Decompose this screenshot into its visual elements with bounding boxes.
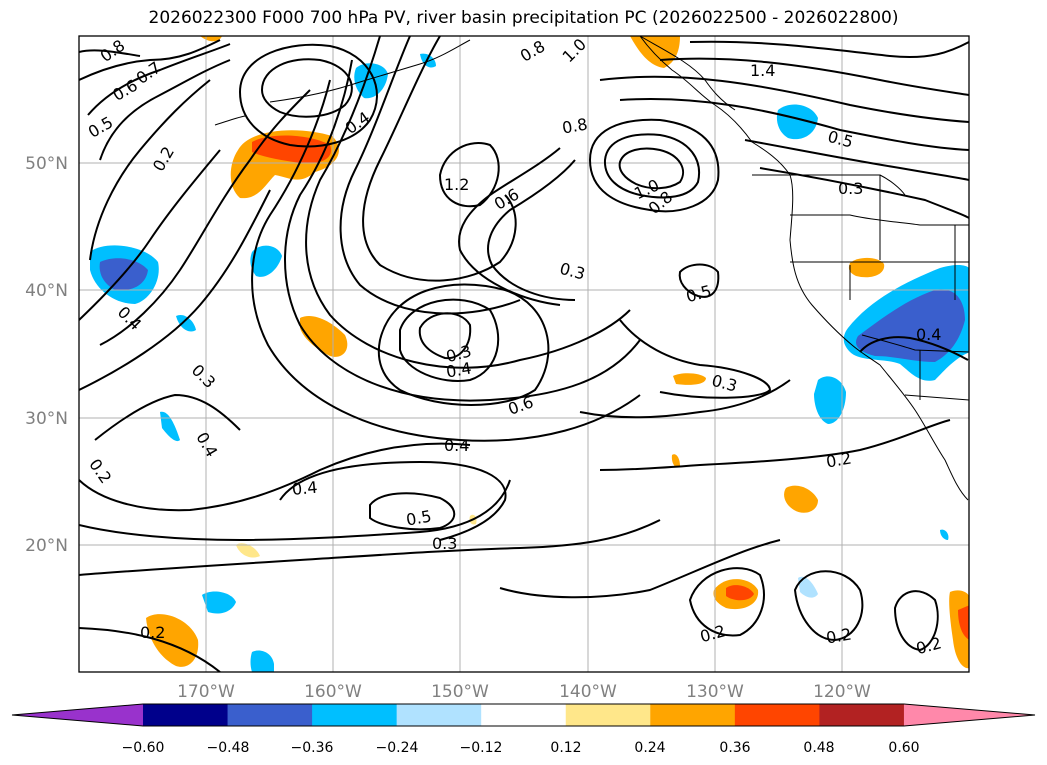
lon-label: 120°W <box>813 682 871 702</box>
colorbar-extend-low <box>12 704 143 726</box>
colorbar-segment <box>312 704 398 726</box>
lon-label: 140°W <box>559 682 617 702</box>
contour-label: 0.4 <box>916 325 941 344</box>
colorbar-tick-labels: −0.60 −0.48 −0.36 −0.24 −0.12 0.12 0.24 … <box>122 740 920 756</box>
colorbar-tick: −0.24 <box>376 740 419 756</box>
latitude-labels: 50°N 40°N 30°N 20°N <box>25 154 68 556</box>
contour-label: 0.3 <box>432 534 457 553</box>
contour-label: 0.2 <box>825 624 853 647</box>
colorbar-segment <box>227 704 313 726</box>
contour-label: 0.3 <box>838 179 863 198</box>
contour-label: 1.2 <box>444 175 469 194</box>
lon-label: 150°W <box>431 682 489 702</box>
contour-label: 0.4 <box>291 478 318 499</box>
colorbar-segment <box>819 704 905 726</box>
colorbar-segment <box>650 704 736 726</box>
map-title: 2026022300 F000 700 hPa PV, river basin … <box>148 8 899 28</box>
colorbar-outline <box>11 703 1036 727</box>
contour-label: 0.4 <box>445 358 473 381</box>
contour-label: 1.4 <box>750 61 775 80</box>
colorbar-tick: 0.24 <box>634 740 665 756</box>
lon-label: 160°W <box>304 682 362 702</box>
colorbar-segment <box>143 704 229 726</box>
contour-label: 0.2 <box>825 448 853 471</box>
map-panel: 0.8 0.7 0.6 0.5 0.2 0.4 0.3 0.4 0.2 0.4 … <box>79 36 969 672</box>
colorbar-tick: −0.12 <box>460 740 503 756</box>
lon-label: 130°W <box>686 682 744 702</box>
lat-label: 40°N <box>25 281 68 301</box>
contour-label: 0.5 <box>405 506 433 529</box>
colorbar-tick: 0.60 <box>888 740 919 756</box>
colorbar-tick: −0.36 <box>291 740 334 756</box>
colorbar-segment <box>396 704 482 726</box>
map-frame <box>78 35 970 673</box>
contour-label: 0.2 <box>140 623 165 642</box>
pv-contours <box>79 36 969 672</box>
lat-label: 20°N <box>25 536 68 556</box>
colorbar-segment <box>565 704 651 726</box>
colorbar-tick: 0.36 <box>719 740 750 756</box>
colorbar-segment <box>734 704 820 726</box>
longitude-labels: 170°W 160°W 150°W 140°W 130°W 120°W <box>177 682 871 702</box>
colorbar-segment <box>481 704 567 726</box>
colorbar-tick: −0.60 <box>122 740 165 756</box>
colorbar-tick: 0.12 <box>550 740 581 756</box>
lat-label: 30°N <box>25 409 68 429</box>
colorbar <box>11 703 1036 727</box>
contour-label: 0.8 <box>561 114 589 137</box>
lon-label: 170°W <box>177 682 235 702</box>
colorbar-extend-high <box>903 704 1035 726</box>
colorbar-tick: 0.48 <box>803 740 834 756</box>
contour-label: 0.4 <box>444 436 469 455</box>
lat-label: 50°N <box>25 154 68 174</box>
colorbar-tick: −0.48 <box>207 740 250 756</box>
